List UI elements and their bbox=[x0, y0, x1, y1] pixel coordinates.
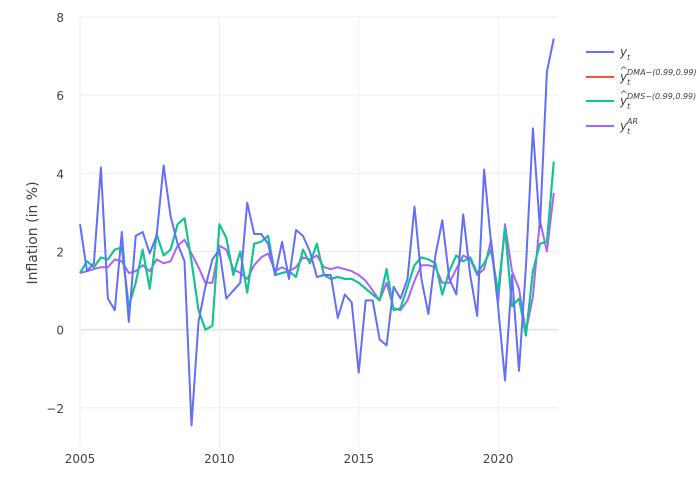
y-tick-label: 2 bbox=[56, 246, 64, 260]
legend-superscript: AR bbox=[626, 117, 638, 126]
y-axis-ticks: −2 0 2 4 6 8 bbox=[46, 11, 64, 416]
legend-superscript: DMA−(0.99,0.99) bbox=[627, 68, 697, 77]
x-tick-label: 2005 bbox=[65, 452, 96, 466]
legend-label: y bbox=[619, 94, 628, 108]
legend-hat: ^ bbox=[620, 66, 628, 76]
x-tick-label: 2010 bbox=[204, 452, 235, 466]
x-tick-label: 2015 bbox=[343, 452, 374, 466]
y-tick-label: 6 bbox=[56, 89, 64, 103]
series-layer bbox=[79, 38, 555, 427]
legend-subscript: t bbox=[627, 53, 631, 62]
y-tick-label: 8 bbox=[56, 11, 64, 25]
series-line-dms bbox=[79, 161, 555, 337]
y-tick-label: 0 bbox=[56, 324, 64, 338]
legend-label: y bbox=[619, 70, 628, 84]
legend-hat: ^ bbox=[620, 90, 628, 100]
x-axis-ticks: 2005 2010 2015 2020 bbox=[65, 452, 514, 466]
legend-superscript: DMS−(0.99,0.99) bbox=[627, 92, 696, 101]
series-line-y bbox=[79, 38, 555, 427]
legend-item[interactable]: y tAR bbox=[586, 117, 638, 136]
y-tick-label: −2 bbox=[46, 402, 64, 416]
y-tick-label: 4 bbox=[56, 167, 64, 181]
legend-subscript: t bbox=[627, 127, 631, 136]
legend-label: y bbox=[619, 45, 628, 59]
y-axis-title: Inflation (in %) bbox=[25, 181, 41, 284]
legend-subscript: t bbox=[627, 102, 631, 111]
legend-subscript: t bbox=[627, 78, 631, 87]
x-gridlines bbox=[79, 17, 499, 447]
x-tick-label: 2020 bbox=[483, 452, 514, 466]
legend-label: y bbox=[619, 119, 628, 133]
